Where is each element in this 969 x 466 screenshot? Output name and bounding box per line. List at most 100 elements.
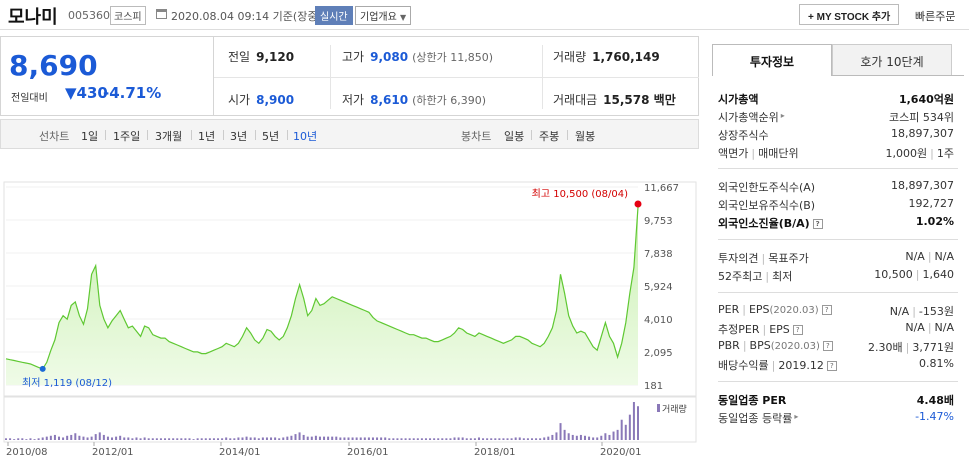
- volume-bar: [339, 437, 342, 440]
- volume-bar: [196, 438, 199, 440]
- period-3y[interactable]: 3년: [230, 130, 248, 143]
- company-overview-select[interactable]: 기업개요 ▼: [355, 6, 412, 25]
- bps-value: 3,771원: [912, 341, 954, 354]
- week52-row: 52주최고 | 최저 10,500 | 1,640: [718, 268, 954, 286]
- est-per-labels: 추정PER | EPS?: [718, 321, 803, 337]
- price-chart[interactable]: 11,667 9,753 7,838 5,924 4,010 2,095 181 최고 10,…: [0, 150, 699, 466]
- volume-bar: [49, 435, 52, 440]
- pbr-value: 2.30배: [868, 341, 903, 354]
- foreign-limit-value: 18,897,307: [891, 179, 954, 192]
- volume-bar: [78, 435, 81, 440]
- volume-bar: [41, 437, 44, 440]
- pipe-separator: |: [912, 305, 916, 318]
- target-price-value: N/A: [934, 250, 954, 263]
- volume-bar: [559, 423, 562, 440]
- period-5y[interactable]: 5년: [262, 130, 280, 143]
- volume-bar: [212, 438, 215, 440]
- volume-bar: [588, 436, 591, 440]
- open-price: 시가 8,900: [228, 91, 294, 108]
- volume-bar: [420, 438, 423, 440]
- market-cap-rank-row: 시가총액순위 ▸ 코스피 534위: [718, 109, 954, 127]
- tab-invest-info[interactable]: 투자정보: [712, 44, 832, 76]
- volume-bar: [396, 438, 399, 440]
- volume-bar: [204, 438, 207, 440]
- volume-bar: [331, 436, 334, 440]
- week52-high-value: 10,500: [874, 268, 913, 281]
- quick-order-link[interactable]: 빠른주문: [915, 10, 956, 23]
- period-10y[interactable]: 10년: [293, 130, 318, 143]
- volume-bar: [612, 431, 615, 440]
- est-per-row: 추정PER | EPS? N/A | N/A: [718, 321, 954, 339]
- opinion-labels: 투자의견 | 목표주가: [718, 250, 809, 266]
- volume-bar: [53, 434, 56, 440]
- market-cap-value: 1,640억원: [898, 93, 954, 106]
- volume-bar: [583, 435, 586, 440]
- volume-bar: [351, 437, 354, 440]
- volume-bar: [490, 438, 493, 440]
- period-1d[interactable]: 1일: [81, 130, 99, 143]
- price-chart-svg: 11,667 9,753 7,838 5,924 4,010 2,095 181 최고 10,…: [3, 181, 697, 458]
- period-1y[interactable]: 1년: [198, 130, 216, 143]
- help-icon[interactable]: ?: [792, 325, 803, 335]
- chart-plot-frame: [3, 181, 697, 397]
- volume-bar: [9, 438, 12, 440]
- pbr-bps-row: PBR | BPS(2020.03)? 2.30배 | 3,771원: [718, 339, 954, 357]
- help-icon[interactable]: ?: [826, 361, 837, 371]
- x-tick-label: 2018/01: [474, 447, 516, 458]
- pbr-bps-labels: PBR | BPS(2020.03)?: [718, 339, 833, 352]
- candle-daily[interactable]: 일봉: [504, 130, 525, 143]
- chevron-down-icon: ▼: [400, 13, 407, 22]
- price-change-value: 430: [76, 84, 108, 102]
- volume-bar: [441, 438, 444, 440]
- price-change-percent: -4.71%: [103, 84, 162, 102]
- volume-bar: [575, 435, 578, 440]
- volume-bar: [314, 435, 317, 440]
- volume-bar: [445, 438, 448, 440]
- stats-divider: [214, 77, 699, 78]
- volume-bar: [486, 438, 489, 440]
- calendar-icon: [156, 9, 167, 19]
- sector-per-label: 동일업종 PER: [718, 394, 787, 407]
- y-tick-label: 181: [644, 381, 663, 392]
- market-cap-rank-label: 시가총액순위: [718, 111, 779, 124]
- high-price: 고가 9,080 (상한가 11,850): [342, 48, 493, 65]
- volume-bar: [21, 438, 24, 440]
- volume-bar: [367, 437, 370, 440]
- help-icon[interactable]: ?: [822, 341, 833, 351]
- lower-limit: (하한가 6,390): [412, 94, 486, 107]
- help-icon[interactable]: ?: [812, 219, 823, 229]
- candle-chart-label: 봉차트: [461, 130, 492, 143]
- help-icon[interactable]: ?: [821, 305, 832, 315]
- volume-bar: [261, 437, 264, 440]
- candle-weekly[interactable]: 주봉: [539, 130, 560, 143]
- candle-monthly[interactable]: 월봉: [575, 130, 596, 143]
- volume-bar: [123, 437, 126, 440]
- volume-bar: [433, 438, 436, 440]
- sector-change-row: 동일업종 등락률 ▸ -1.47%: [718, 410, 954, 428]
- volume-bar: [217, 438, 220, 440]
- add-mystock-button[interactable]: + MY STOCK 추가: [799, 4, 900, 25]
- period-1w[interactable]: 1주일: [113, 130, 141, 143]
- volume-bar: [335, 436, 338, 440]
- volume-bar: [143, 437, 146, 440]
- volume-bar: [139, 438, 142, 440]
- volume-bar: [380, 437, 383, 440]
- market-badge: 코스피: [110, 6, 146, 25]
- tab-orderbook[interactable]: 호가 10단계: [832, 44, 952, 76]
- realtime-button[interactable]: 실시간: [315, 6, 353, 25]
- per-eps-labels: PER | EPS(2020.03)?: [718, 303, 832, 316]
- volume-bar: [318, 436, 321, 440]
- price-line: [5, 207, 639, 370]
- volume-bar: [543, 437, 546, 440]
- volume-bar: [192, 439, 195, 440]
- period-3m[interactable]: 3개월: [155, 130, 183, 143]
- volume-bar: [424, 438, 427, 440]
- volume-bar: [82, 436, 85, 440]
- pbr-label: PBR: [718, 339, 740, 352]
- volume-bar: [408, 438, 411, 440]
- dividend-date: 2019.12: [778, 359, 824, 372]
- volume-bar: [94, 434, 97, 440]
- low-value: 8,610: [370, 93, 409, 107]
- stock-header: 모나미 005360 코스피 2020.08.04 09:14 기준(장중) 실…: [0, 0, 969, 30]
- dividend-label: 배당수익률: [718, 359, 769, 372]
